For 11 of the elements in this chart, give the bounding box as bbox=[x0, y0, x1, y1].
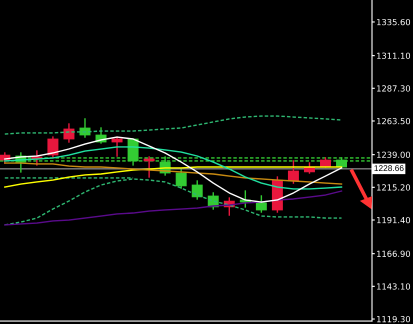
y-tick-label: 1119.30 bbox=[377, 316, 410, 322]
y-tick-label: 1287.30 bbox=[377, 85, 410, 92]
y-tick-label: 1335.60 bbox=[377, 18, 410, 26]
y-tick-label: 1311.10 bbox=[377, 52, 410, 59]
y-tick-label: 1166.90 bbox=[377, 250, 410, 257]
y-tick-label: 1143.10 bbox=[377, 283, 410, 290]
y-tick-label: 1215.20 bbox=[377, 184, 410, 191]
y-tick-label: 1239.00 bbox=[377, 152, 410, 158]
ref-line-label: 1228.66 bbox=[374, 165, 404, 172]
y-tick-label: 1263.50 bbox=[377, 118, 410, 124]
y-tick-label: 1191.40 bbox=[377, 216, 410, 224]
